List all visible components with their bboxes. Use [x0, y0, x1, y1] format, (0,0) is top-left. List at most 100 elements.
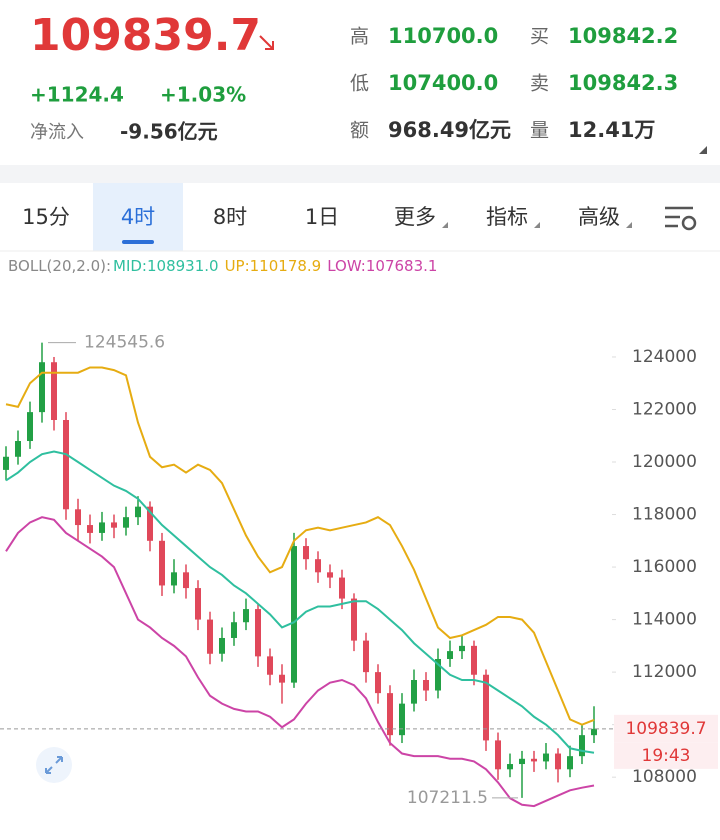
stat-value: 12.41万: [568, 118, 655, 142]
candle-body: [543, 753, 549, 762]
candle-body: [363, 640, 369, 673]
candle-body: [111, 522, 117, 528]
stat-label: 买: [530, 26, 549, 48]
candle-body: [147, 506, 153, 541]
tab[interactable]: 8时: [213, 205, 247, 229]
candle-body: [267, 656, 273, 675]
y-tick-label: 114000: [632, 610, 697, 630]
price: 109839.7: [30, 10, 261, 61]
tab[interactable]: 15分: [22, 205, 70, 229]
candle-body: [39, 362, 45, 413]
candle-body: [231, 622, 237, 638]
legend-item: MID:108931.0: [113, 257, 219, 275]
dropdown-caret: [534, 222, 540, 228]
tab[interactable]: 4时: [121, 205, 155, 229]
min-label: 107211.5: [407, 788, 488, 808]
separator: [0, 165, 720, 183]
stat-label: 卖: [530, 73, 549, 95]
max-label: 124545.6: [84, 333, 165, 353]
candle-body: [531, 758, 537, 762]
stat-value: 107400.0: [388, 71, 498, 95]
stat-value: 109842.3: [568, 71, 678, 95]
candle-body: [99, 522, 105, 533]
candle-body: [399, 703, 405, 736]
stat-value: 110700.0: [388, 24, 498, 48]
active-tab-bar: [122, 240, 154, 244]
y-tick-label: 112000: [632, 662, 697, 682]
candle-body: [567, 756, 573, 770]
y-tick-label: 120000: [632, 452, 697, 472]
boll-line: [5, 516, 595, 808]
candle-body: [387, 693, 393, 736]
candle-body: [63, 420, 69, 510]
y-tick-label: 122000: [632, 399, 697, 419]
net-inflow-label: 净流入: [30, 122, 84, 143]
candle-body: [195, 588, 201, 620]
candle-body: [555, 753, 561, 770]
last-price-box: [614, 714, 718, 743]
candle-body: [207, 619, 213, 654]
candle-body: [27, 412, 33, 442]
candle-body: [459, 645, 465, 652]
candle-body: [375, 672, 381, 694]
candle-body: [435, 658, 441, 691]
candle-body: [579, 735, 585, 757]
candle-body: [471, 645, 477, 675]
boll-line: [5, 450, 595, 754]
stat-label: 高: [350, 26, 369, 48]
candle-body: [291, 546, 297, 683]
stat-value: 968.49亿元: [388, 118, 511, 142]
candle-body: [411, 680, 417, 704]
candle-body: [279, 674, 285, 683]
candle-body: [327, 572, 333, 578]
candle-body: [315, 559, 321, 573]
candle-body: [123, 517, 129, 528]
dropdown-caret: [442, 222, 448, 228]
candle-body: [447, 651, 453, 659]
y-tick-label: 108000: [632, 767, 697, 787]
change: +1124.4: [30, 83, 124, 107]
tab[interactable]: 高级: [578, 205, 620, 229]
candle-body: [51, 362, 57, 420]
candle-body: [483, 674, 489, 741]
candle-body: [495, 740, 501, 770]
net-inflow: -9.56亿元: [120, 120, 218, 144]
expand-corner[interactable]: [699, 146, 707, 154]
candle-body: [171, 572, 177, 586]
boll-line: [5, 366, 595, 726]
countdown-box: [614, 742, 718, 769]
candle-body: [135, 506, 141, 518]
settings-icon[interactable]: [665, 206, 697, 231]
candle-body: [519, 758, 525, 765]
candle-body: [219, 637, 225, 654]
candle-body: [255, 609, 261, 657]
last-price-label: 109839.7: [625, 719, 706, 739]
tab[interactable]: 1日: [305, 205, 339, 229]
fullscreen-button[interactable]: [36, 747, 72, 783]
candle-body: [507, 764, 513, 770]
change-pct: +1.03%: [160, 83, 246, 107]
candle-body: [351, 598, 357, 641]
stat-label: 低: [350, 73, 369, 95]
tab[interactable]: 指标: [486, 205, 528, 229]
legend-item: BOLL(20,2.0):: [8, 257, 111, 275]
tab[interactable]: 更多: [394, 205, 436, 229]
candle-body: [183, 572, 189, 589]
indicator-legend: BOLL(20,2.0): MID:108931.0 UP:110178.9 LOW:…: [8, 257, 437, 275]
countdown-label: 19:43: [642, 746, 691, 766]
down-arrow: [259, 35, 274, 50]
legend-item: LOW:107683.1: [327, 257, 437, 275]
candle-body: [15, 441, 21, 457]
candle-body: [339, 577, 345, 599]
stat-value: 109842.2: [568, 24, 678, 48]
active-tab-bg: [93, 183, 183, 251]
dropdown-caret: [626, 222, 632, 228]
legend-item: UP:110178.9: [225, 257, 322, 275]
candle-body: [3, 456, 9, 470]
y-tick-label: 124000: [632, 347, 697, 367]
candle-body: [159, 540, 165, 586]
stat-label: 量: [530, 120, 549, 142]
y-tick-label: 118000: [632, 505, 697, 525]
